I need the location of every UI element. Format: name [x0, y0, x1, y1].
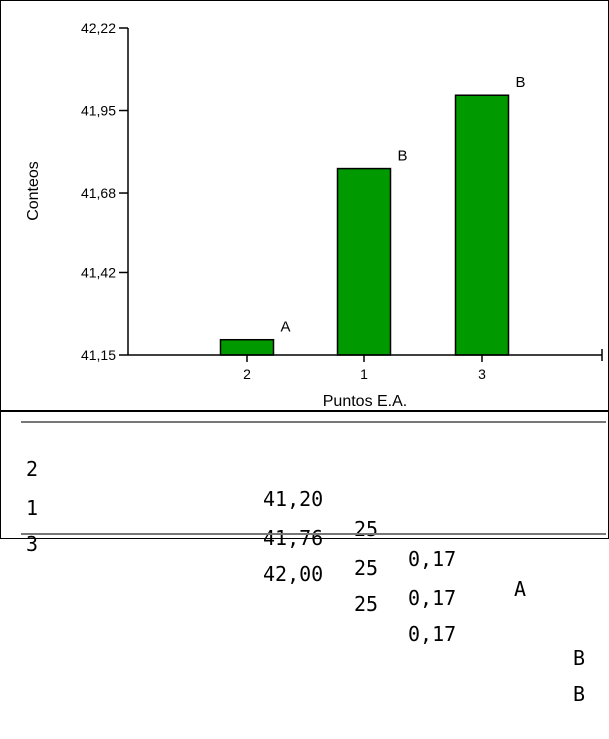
y-axis-label: Conteos	[25, 161, 42, 221]
row-n: 25	[354, 556, 379, 580]
row-mean: 42,00	[263, 562, 324, 586]
row-n: 25	[354, 592, 379, 616]
y-tick-label: 41,68	[81, 185, 116, 201]
bar-group-label: B	[515, 74, 525, 91]
row-group-b: B	[573, 646, 586, 670]
bar-chart: 41,15 41,42 41,68 41,95 42,22 A B B 2 1 3 Conteo…	[25, 20, 603, 410]
row-se: 0,17	[408, 586, 457, 610]
table-row: 3 42,00 25 0,17 B	[1, 499, 608, 706]
row-se: 0,17	[408, 622, 457, 646]
table-bottom-rule	[21, 533, 606, 535]
row-group-a: A	[514, 577, 527, 601]
y-tick-label: 41,15	[81, 347, 116, 363]
row-label: 2	[26, 457, 39, 481]
y-axis-ticks: 41,15 41,42 41,68 41,95 42,22	[81, 20, 128, 363]
table-top-rule	[21, 421, 606, 423]
row-label: 1	[26, 496, 39, 520]
bar-group-label: A	[280, 319, 290, 336]
x-tick-label: 3	[478, 366, 486, 382]
bar-group-label: B	[397, 148, 407, 165]
table-row: 2 41,20 25 0,17 A	[1, 424, 608, 601]
bar	[454, 94, 510, 356]
chart-table-divider	[1, 410, 608, 412]
x-tick-label: 1	[360, 366, 368, 382]
row-n: 25	[354, 517, 379, 541]
bar	[336, 167, 392, 356]
row-mean: 41,20	[263, 487, 324, 511]
y-tick-label: 41,42	[81, 264, 116, 280]
row-se: 0,17	[408, 547, 457, 571]
chart-area: 41,15 41,42 41,68 41,95 42,22 A B B 2 1 3 Conteo…	[1, 1, 608, 410]
x-tick-label: 2	[243, 366, 251, 382]
bar	[219, 338, 275, 356]
results-table: 2 41,20 25 0,17 A 1 41,76 25 0,17 B 3 42…	[1, 412, 608, 706]
y-tick-label: 42,22	[81, 20, 116, 36]
row-group-b: B	[573, 682, 586, 706]
y-tick-label: 41,95	[81, 103, 116, 119]
bars: A B B	[219, 74, 526, 356]
x-axis-label: Puntos E.A.	[323, 393, 408, 410]
table-row: 1 41,76 25 0,17 B	[1, 463, 608, 670]
x-axis-ticks: 2 1 3	[243, 355, 486, 382]
